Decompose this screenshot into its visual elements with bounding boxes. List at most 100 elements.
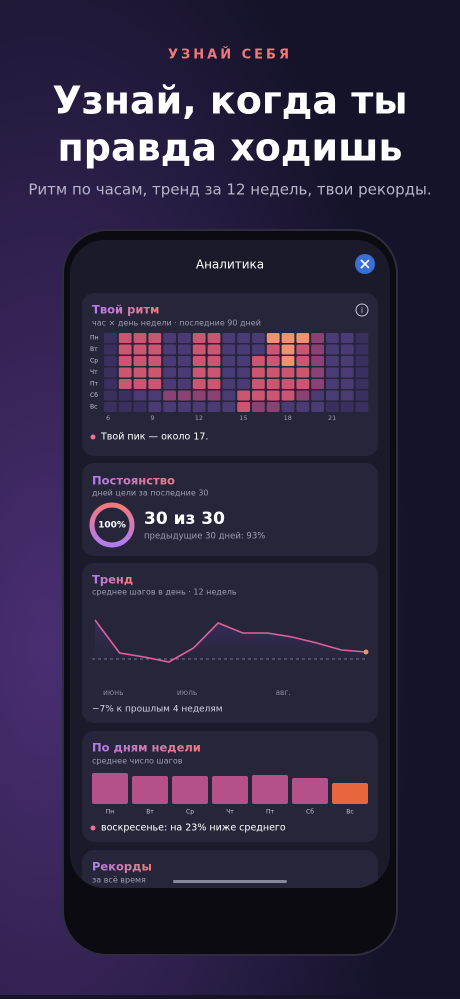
heat-cell xyxy=(237,402,250,412)
heat-cell xyxy=(222,402,236,412)
ring-progress xyxy=(89,502,135,548)
heat-cell xyxy=(133,333,147,343)
tagline: УЗНАЙ СЕБЯ xyxy=(168,47,292,63)
hour-label: 18 xyxy=(284,414,292,422)
heat-cell xyxy=(355,379,369,389)
heat-cell xyxy=(163,390,176,401)
heat-cell xyxy=(311,367,324,378)
heat-cell xyxy=(340,379,354,389)
heat-cell xyxy=(296,379,310,389)
close-icon xyxy=(360,259,370,269)
heat-cell xyxy=(207,379,221,389)
heat-cell xyxy=(118,379,132,389)
heat-cell xyxy=(192,333,206,343)
heat-cell xyxy=(118,344,132,355)
heat-cell xyxy=(178,367,191,378)
heat-cell xyxy=(163,367,176,378)
heat-cell xyxy=(133,344,147,355)
day-label: Сб xyxy=(90,392,98,399)
x-tick-label: Вт xyxy=(146,809,154,816)
card-title: Постоянство xyxy=(92,474,175,488)
heat-cell xyxy=(133,390,147,401)
heat-cell xyxy=(266,379,280,389)
info-glyph: i xyxy=(361,306,363,315)
heat-cell xyxy=(237,333,250,343)
heat-cell xyxy=(133,356,147,366)
x-tick-label: Вс xyxy=(346,809,353,816)
heat-cell xyxy=(281,402,295,412)
trend-area xyxy=(95,620,366,662)
heat-cell xyxy=(222,344,236,355)
heat-cell xyxy=(311,344,324,355)
heat-cell xyxy=(311,402,324,412)
heat-cell xyxy=(311,379,324,389)
heat-cell xyxy=(222,390,236,401)
heat-cell xyxy=(296,402,310,412)
heat-cell xyxy=(148,390,162,401)
bar xyxy=(92,773,128,804)
info-icon[interactable] xyxy=(355,303,369,317)
heat-cell xyxy=(178,402,191,412)
card-title: По дням недели xyxy=(92,741,201,755)
heat-cell xyxy=(178,379,191,389)
heat-cell xyxy=(118,333,132,343)
heat-cell xyxy=(266,390,280,401)
card-title: Рекорды xyxy=(92,860,152,874)
heat-cell xyxy=(252,344,265,355)
heat-cell xyxy=(355,333,369,343)
home-indicator xyxy=(173,880,287,883)
heat-cell xyxy=(266,333,280,343)
heat-cell xyxy=(148,379,162,389)
heat-cell xyxy=(237,379,250,389)
hour-label: 21 xyxy=(328,414,336,422)
heat-cell xyxy=(355,367,369,378)
heat-cell xyxy=(326,402,339,412)
heat-cell xyxy=(207,402,221,412)
x-tick-label: Сб xyxy=(306,809,314,816)
card-subtitle: дней цели за последние 30 xyxy=(92,489,209,498)
heat-cell xyxy=(222,379,236,389)
bar xyxy=(212,776,248,804)
heat-cell xyxy=(326,390,339,401)
heat-cell xyxy=(266,402,280,412)
screen: Аналитика Твой ритм час × день недели · … xyxy=(70,240,390,888)
weekday-note: воскресенье: на 23% ниже среднего xyxy=(101,823,286,834)
heat-cell xyxy=(192,344,206,355)
trend-note: −7% к прошлым 4 неделям xyxy=(92,705,223,715)
heat-cell xyxy=(148,356,162,366)
card xyxy=(82,463,378,556)
headline: правда ходишь xyxy=(57,126,402,170)
heat-cell xyxy=(340,367,354,378)
x-tick-label: авг. xyxy=(275,688,290,697)
heat-cell xyxy=(252,367,265,378)
heat-cell xyxy=(148,344,162,355)
heat-cell xyxy=(252,356,265,366)
card-title: Тренд xyxy=(92,573,133,587)
heat-cell xyxy=(281,356,295,366)
heat-cell xyxy=(340,356,354,366)
bar xyxy=(172,776,208,804)
heat-cell xyxy=(252,390,265,401)
heat-cell xyxy=(340,390,354,401)
heat-cell xyxy=(163,344,176,355)
bar xyxy=(292,778,328,804)
heat-cell xyxy=(355,390,369,401)
bar xyxy=(332,783,368,804)
day-label: Вт xyxy=(90,346,98,353)
heat-cell xyxy=(178,333,191,343)
previous: предыдущие 30 дней: 93% xyxy=(144,532,265,542)
heat-cell xyxy=(207,333,221,343)
heat-cell xyxy=(237,344,250,355)
heat-cell xyxy=(104,379,117,389)
heat-cell xyxy=(104,344,117,355)
day-label: Чт xyxy=(90,369,98,376)
day-label: Ср xyxy=(90,358,98,365)
heat-cell xyxy=(252,333,265,343)
card-subtitle: среднее число шагов xyxy=(92,757,183,766)
heat-cell xyxy=(355,356,369,366)
heat-cell xyxy=(326,379,339,389)
heat-cell xyxy=(178,390,191,401)
screen-title: Аналитика xyxy=(196,258,264,272)
day-label: Вс xyxy=(90,404,97,411)
heat-cell xyxy=(148,367,162,378)
